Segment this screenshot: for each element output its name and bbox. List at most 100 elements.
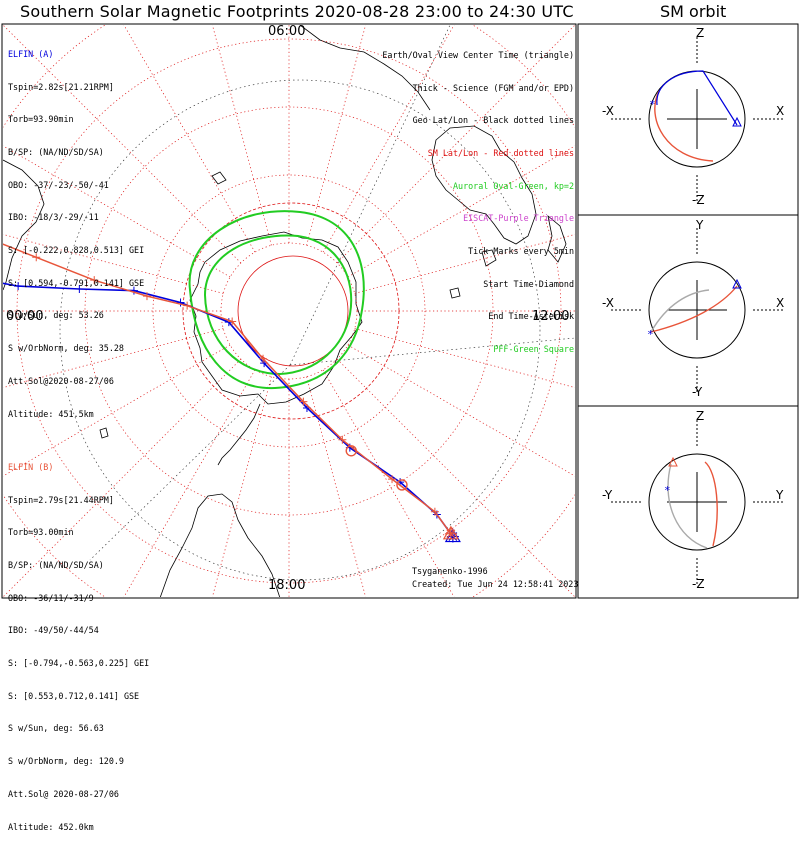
auroral-oval-outer (188, 210, 365, 390)
elfin-a-tick (75, 284, 84, 293)
elfin-b-tick (259, 354, 268, 363)
elfin-a-line: S: [0.594,-0.791,0.141] GSE (8, 277, 145, 288)
orbit2-right-label: X (776, 296, 785, 310)
elfin-b-line: S w/Sun, deg: 56.63 (8, 723, 104, 734)
elfin-b-highlight-tick (396, 479, 408, 491)
elfin-b-tick (299, 397, 308, 406)
legend-item: Geo Lat/Lon - Black dotted lines (412, 115, 574, 126)
south-america-outline (159, 493, 281, 597)
legend-item: Start Time-Diamond (483, 278, 574, 289)
elfin-b-line: IBO: -49/50/-44/54 (8, 625, 99, 636)
elfin-b-tick (183, 301, 192, 310)
orbit-shadow-path (650, 289, 710, 333)
elfin-b-tick (430, 507, 439, 516)
elfin-a-line: OBO: -37/-23/-50/-41 (8, 179, 109, 190)
auroral-oval-inner (203, 234, 353, 376)
legend-item: End Time-Asterisk (488, 311, 574, 322)
legend-item: PFF-Green Square (493, 344, 574, 355)
orbit-a-path (656, 70, 738, 126)
sm-mlt-meridian (306, 376, 366, 597)
sm-mid-ring (182, 202, 400, 420)
elfin-a-info: ELFIN (A) Tspin=2.82s[21.21RPM] Torb=93.… (8, 27, 144, 430)
orbit1-right-label: X (776, 104, 785, 118)
antarctica-outline (189, 231, 363, 405)
elfin-a-line: Torb=93.90min (8, 114, 74, 125)
chart-title: Southern Solar Magnetic Footprints 2020-… (20, 2, 574, 21)
land-outlines (3, 25, 567, 597)
created-timestamp: Created: Tue Jun 24 12:58:41 2023 (412, 579, 579, 589)
elfin-b-highlight-tick (345, 445, 357, 457)
elfin-a-line: S w/OrbNorm, deg: 35.28 (8, 343, 124, 354)
elfin-b-line: Altitude: 452.0km (8, 821, 94, 832)
geo-longitude-line (289, 337, 575, 366)
elfin-a-line: Tspin=2.82s[21.21RPM] (8, 81, 114, 92)
mlt-label-00: 00:00 (6, 309, 44, 324)
elfin-b-info: ELFIN (B) Tspin=2.79s[21.44RPM] Torb=93.… (8, 440, 149, 843)
elfin-b-line: OBO: -36/11/-31/9 (8, 592, 94, 603)
sm-latitude-ring (152, 174, 426, 448)
orbit2-left-label: -X (602, 296, 614, 310)
earth-circle (648, 261, 746, 359)
antarctic-peninsula (217, 403, 261, 466)
elfin-a-line: S: [-0.222,0.828,0.513] GEI (8, 245, 145, 256)
model-credit: Tsyganenko-1996 (412, 566, 488, 576)
elfin-b-tick (142, 292, 151, 301)
orbit3-top-label: Z (696, 409, 705, 423)
elfin-a-name: ELFIN (A) (8, 48, 54, 59)
tasmania-outline (481, 249, 497, 267)
orbit-a-triangle (732, 278, 742, 289)
orbit-panel-title: SM orbit (660, 2, 727, 21)
sm-latitude-ring (84, 106, 494, 516)
orbit2-bottom-label: -Y (692, 385, 703, 399)
elfin-b-line: Torb=93.00min (8, 527, 74, 538)
orbit2-top-label: Y (696, 218, 704, 232)
elfin-b-end-asterisk (444, 527, 457, 540)
geo-latitude-circle (59, 79, 541, 581)
orbit-a-asterisk: * (649, 98, 656, 111)
orbit-frame (577, 23, 799, 599)
geo-graticule (59, 25, 575, 581)
elfin-a-tick (224, 318, 233, 327)
legend-item: Earth/Oval View Center Time (triangle) (382, 49, 574, 60)
sm-mlt-meridian (306, 25, 366, 246)
elfin-a-tick (176, 298, 185, 307)
sm-mlt-meridian (347, 344, 575, 477)
elfin-b-line: S: [0.553,0.712,0.141] GSE (8, 690, 140, 701)
elfin-b-tick (32, 253, 41, 262)
elfin-b-name: ELFIN (B) (8, 461, 54, 472)
geo-longitude-line (89, 364, 291, 561)
orbit3-right-label: Y (776, 488, 784, 502)
elfin-b-tick (388, 475, 397, 484)
orbit-shadow-path (667, 463, 708, 549)
orbit-a-asterisk: * (647, 328, 654, 341)
elfin-b-view-triangle (442, 525, 459, 540)
elfin-b-line: S: [-0.794,-0.563,0.225] GEI (8, 658, 150, 669)
footprint-map: * * * (1, 23, 799, 599)
elfin-b-line: S w/OrbNorm, deg: 120.9 (8, 756, 124, 767)
new-zealand-outline (547, 214, 567, 263)
elfin-a-line: Att.Sol@2020-08-27/06 (8, 375, 114, 386)
legend-item: Thick - Science (FGM and/or EPD) (412, 82, 574, 93)
orbit1-bottom-label: -Z (692, 193, 705, 207)
elfin-a-line: S w/Sun, deg: 53.26 (8, 310, 104, 321)
orbit1-top-label: Z (696, 26, 705, 40)
legend-item: Auroral Oval-Green, kp=2 (452, 180, 574, 191)
orbit-b-path (654, 90, 714, 162)
elfin-b-tick (228, 317, 237, 326)
sm-inner-ring (237, 255, 349, 367)
earth-circle (648, 453, 746, 551)
elfin-a-tick (14, 282, 23, 291)
mlt-label-06: 06:00 (268, 24, 306, 39)
orbit-b-path (650, 285, 738, 333)
elfin-b-line: Att.Sol@ 2020-08-27/06 (8, 788, 119, 799)
africa-outline (3, 159, 45, 291)
legend-item: Tick Marks every 5min (468, 246, 574, 257)
map-frame (1, 23, 577, 599)
australia-outline (431, 125, 537, 245)
orbit3-left-label: -Y (602, 488, 613, 502)
elfin-b-tick (338, 435, 347, 444)
orbit-a-asterisk: * (664, 484, 671, 497)
elfin-a-line: B/SP: (NA/ND/SD/SA) (8, 146, 104, 157)
islands-outline (99, 171, 461, 439)
elfin-b-tick (90, 276, 99, 285)
